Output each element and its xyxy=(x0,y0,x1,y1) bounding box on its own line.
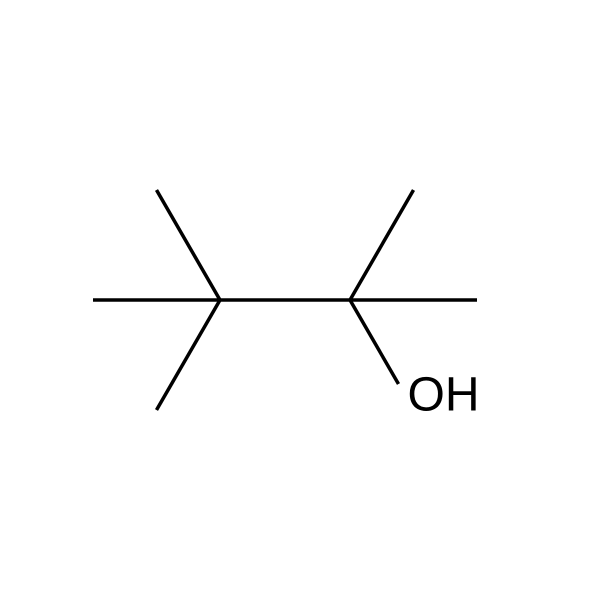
bond xyxy=(350,190,414,300)
bond xyxy=(157,300,221,410)
molecule-diagram: OH xyxy=(0,0,600,600)
bond xyxy=(157,190,221,300)
atom-label-oh: OH xyxy=(408,369,480,422)
bond xyxy=(350,300,399,384)
